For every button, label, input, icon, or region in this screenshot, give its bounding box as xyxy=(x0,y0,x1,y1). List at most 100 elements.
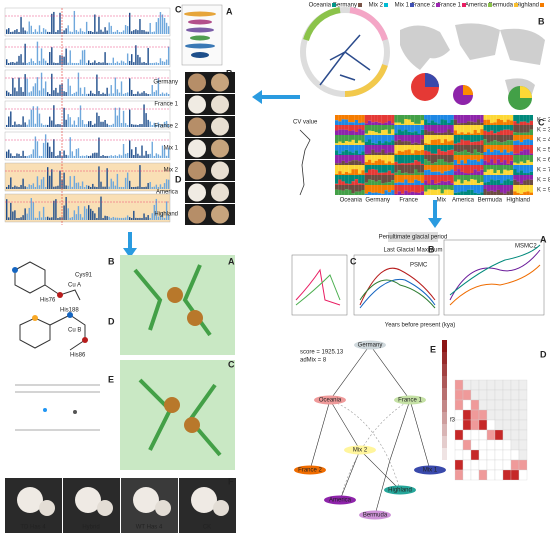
ancestry xyxy=(351,130,355,135)
ancestry xyxy=(460,191,464,195)
snp-bar xyxy=(106,62,108,65)
heat-cell xyxy=(494,419,504,431)
ancestry xyxy=(391,173,395,175)
ancestry xyxy=(354,125,359,132)
ancestry xyxy=(354,175,359,180)
ancestry xyxy=(500,115,504,121)
ancestry xyxy=(354,191,359,195)
ancestry xyxy=(506,125,510,130)
snp-bar xyxy=(126,53,129,65)
ancestry xyxy=(391,190,395,195)
ancestry xyxy=(450,155,454,163)
snp-bar xyxy=(88,121,90,127)
snp-bar xyxy=(143,104,145,127)
ancestry xyxy=(351,122,355,125)
ancestry xyxy=(467,132,471,135)
snp-bar xyxy=(98,16,100,34)
ancestry xyxy=(371,175,375,181)
ancestry xyxy=(377,159,382,165)
ancestry xyxy=(493,133,497,135)
ancestry xyxy=(443,125,448,133)
snp-bar xyxy=(36,217,39,220)
ancestry xyxy=(483,135,487,140)
ancestry xyxy=(424,125,428,130)
ancestry xyxy=(354,115,359,120)
ancestry xyxy=(526,132,530,135)
snp-bar xyxy=(104,215,106,220)
ancestry xyxy=(509,160,514,165)
atom xyxy=(12,267,18,273)
ancestry xyxy=(463,173,467,175)
ancestry xyxy=(529,185,533,193)
ancestry xyxy=(476,175,481,184)
snp-bar xyxy=(90,186,92,189)
photo-label: Mix 1 xyxy=(164,146,179,152)
snp-bar xyxy=(165,92,168,96)
ancestry xyxy=(473,179,477,185)
ancestry xyxy=(437,123,441,125)
snp-bar xyxy=(139,124,141,127)
heat-cell xyxy=(502,439,512,451)
snp-bar xyxy=(83,31,86,34)
node-label: Germany xyxy=(358,343,383,349)
ancestry xyxy=(427,143,431,145)
ancestry xyxy=(434,185,438,190)
ancestry xyxy=(364,172,368,175)
snp-bar xyxy=(16,91,18,96)
ancestry xyxy=(420,165,425,173)
ancestry xyxy=(457,175,461,180)
snp-bar xyxy=(65,185,67,189)
ancestry xyxy=(450,115,454,120)
group-label: Mix xyxy=(437,198,446,204)
ancestry xyxy=(480,153,484,155)
node xyxy=(314,395,346,405)
ancestry xyxy=(463,135,467,141)
ancestry xyxy=(361,130,365,135)
heat-cell xyxy=(494,389,504,401)
ancestry xyxy=(506,179,510,185)
snp-bar xyxy=(38,155,41,158)
snp-bar xyxy=(116,89,119,96)
snp-bar xyxy=(112,181,114,189)
ancestry xyxy=(463,140,467,145)
ancestry xyxy=(460,139,464,145)
ancestry xyxy=(490,185,494,191)
snp-bar xyxy=(106,155,108,158)
ancestry xyxy=(414,150,418,155)
ancestry xyxy=(480,122,484,125)
series-title: MSMC2 xyxy=(515,244,537,250)
ancestry xyxy=(420,135,425,140)
curve xyxy=(449,244,541,296)
ancestry xyxy=(434,145,438,154)
scale-cell xyxy=(442,352,447,364)
snp-bar xyxy=(57,124,59,127)
ancestry xyxy=(351,135,355,140)
photo-label: Highland xyxy=(154,212,178,218)
snp-bar xyxy=(55,199,57,220)
snp-bar xyxy=(94,186,96,189)
snp-bar xyxy=(81,120,84,127)
snp-bar xyxy=(6,29,8,34)
ancestry xyxy=(341,155,345,161)
snp-bar xyxy=(126,215,129,220)
violin xyxy=(185,43,215,49)
ancestry xyxy=(381,135,385,144)
ancestry xyxy=(434,183,438,185)
photo-label: Hybrid xyxy=(82,525,99,531)
ancestry xyxy=(358,153,362,155)
snp-bar xyxy=(49,146,51,158)
snp-bar xyxy=(8,62,10,65)
ancestry xyxy=(407,192,411,195)
ancestry xyxy=(335,143,339,145)
photo-label: WT Has 4 xyxy=(136,525,163,531)
ancestry xyxy=(420,163,425,165)
ancestry xyxy=(387,170,392,175)
ancestry xyxy=(470,135,474,143)
ancestry xyxy=(371,155,375,163)
snp-bar xyxy=(167,147,170,158)
snp-bar xyxy=(157,186,160,189)
ancestry xyxy=(437,182,441,185)
demography-panels xyxy=(291,232,545,316)
snp-bar xyxy=(137,54,139,65)
snp-bar xyxy=(143,61,145,65)
